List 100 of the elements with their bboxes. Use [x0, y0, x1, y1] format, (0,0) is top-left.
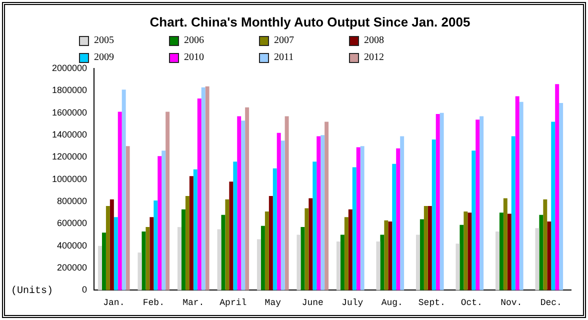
legend-label: 2010	[183, 52, 205, 63]
bar	[118, 112, 122, 290]
bar	[480, 116, 484, 290]
bar	[154, 200, 158, 290]
y-tick-label: 1600000	[52, 107, 88, 118]
bar	[126, 146, 130, 290]
legend-label: 2011	[273, 52, 295, 63]
bar	[201, 87, 206, 290]
y-tick-label: 1800000	[52, 85, 88, 96]
bar	[539, 214, 544, 290]
bar	[503, 198, 508, 290]
bar	[276, 132, 281, 290]
bar	[424, 206, 428, 290]
bar	[352, 167, 356, 290]
bar	[336, 241, 340, 290]
bar	[392, 164, 396, 290]
bar	[166, 112, 170, 290]
bar	[320, 135, 325, 290]
y-tick-label: 800000	[56, 196, 88, 206]
y-tick-label: 1400000	[52, 130, 88, 140]
bar	[511, 136, 516, 290]
bar	[428, 206, 432, 290]
legend-label: 2008	[363, 35, 385, 46]
x-tick-label: Aug.	[381, 298, 403, 308]
bar	[193, 169, 198, 290]
x-tick-label: Dec.	[540, 298, 562, 308]
y-axis-title: (Units)	[11, 284, 54, 297]
bar	[396, 148, 400, 290]
bar	[384, 220, 388, 290]
bar	[464, 212, 468, 290]
bar	[324, 122, 329, 290]
bar	[344, 217, 348, 290]
y-tick-label: 0	[82, 284, 88, 295]
x-tick-label: Nov.	[500, 298, 522, 308]
bar	[440, 112, 444, 290]
bar	[268, 196, 273, 290]
bar	[264, 212, 269, 290]
x-tick-label: Oct.	[460, 298, 482, 308]
bar	[233, 162, 238, 290]
bar	[436, 114, 440, 290]
x-tick-label: May	[264, 298, 282, 308]
chart-title: Chart. China's Monthly Auto Output Since Jan. 2005	[150, 14, 470, 30]
bar	[241, 120, 246, 290]
bar	[189, 176, 194, 290]
bar	[416, 234, 420, 290]
x-tick-label: July	[342, 298, 364, 308]
legend-label: 2006	[183, 35, 205, 46]
y-tick-label: 1000000	[52, 174, 88, 184]
bar	[543, 199, 548, 290]
bar	[146, 227, 150, 290]
y-tick-label: 200000	[56, 262, 88, 273]
bar	[197, 98, 202, 290]
bar	[460, 224, 464, 290]
legend-label: 2007	[273, 35, 295, 46]
bar	[304, 208, 309, 290]
y-tick-label: 1200000	[52, 152, 88, 162]
bar	[245, 107, 250, 290]
bar	[114, 217, 118, 290]
bar	[280, 140, 285, 290]
bar	[348, 209, 352, 290]
legend-label: 2009	[93, 52, 115, 63]
bar	[472, 150, 476, 290]
bar	[185, 196, 190, 290]
x-tick-label: Mar.	[182, 298, 204, 308]
bar	[296, 234, 301, 290]
bar	[272, 168, 277, 290]
bar	[551, 122, 556, 290]
bar	[221, 214, 226, 290]
x-tick-label: Jan.	[103, 298, 125, 308]
bar	[308, 198, 313, 290]
bar	[507, 214, 512, 290]
bar	[229, 182, 234, 290]
bar	[515, 96, 520, 290]
bar	[284, 116, 289, 290]
legend-label: 2005	[93, 35, 115, 46]
bar	[400, 136, 404, 290]
bar	[559, 102, 564, 290]
bar	[257, 239, 261, 290]
bar	[456, 244, 460, 290]
bar	[162, 150, 166, 290]
bar	[476, 120, 480, 290]
bar	[380, 234, 384, 290]
bar	[106, 206, 110, 290]
bar	[555, 84, 560, 290]
bar	[122, 90, 126, 290]
bar	[98, 246, 102, 290]
y-tick-label: 400000	[56, 240, 88, 250]
bar	[499, 212, 504, 290]
bar	[316, 136, 321, 290]
bar	[360, 146, 364, 290]
bar	[432, 140, 436, 290]
bar	[547, 222, 552, 290]
x-tick-label: April	[220, 298, 247, 308]
bar	[519, 102, 524, 290]
bar	[300, 227, 305, 290]
bar	[420, 219, 424, 290]
bar	[388, 222, 392, 290]
y-tick-label: 2000000	[52, 63, 88, 74]
bar	[260, 226, 265, 290]
bar	[312, 162, 317, 290]
